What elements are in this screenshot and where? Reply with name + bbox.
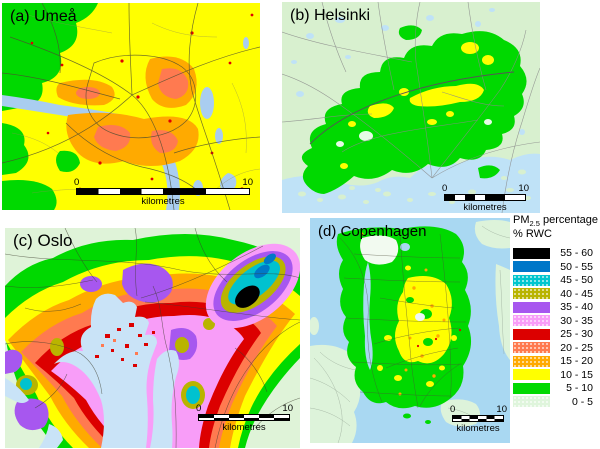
legend-swatch: [513, 261, 550, 273]
legend-swatch: [513, 369, 550, 381]
panel-d-title: (d) Copenhagen: [318, 223, 427, 240]
helsinki-map: [282, 2, 540, 213]
legend-label: 20 - 25: [560, 341, 593, 354]
legend-item: 55 - 60: [513, 246, 600, 260]
legend: PM2.5 percentage % RWC 55 - 60 50 - 55 4…: [513, 214, 600, 408]
legend-item: 35 - 40: [513, 300, 600, 314]
legend-label: 30 - 35: [560, 314, 593, 327]
oslo-teal-blobs: [20, 378, 200, 404]
legend-swatch: [513, 396, 550, 408]
scalebar-unit: kilometres: [222, 422, 266, 433]
umea-roads: [2, 3, 260, 210]
map-panel-copenhagen: (d) Copenhagen 0 10 kilometres: [310, 218, 510, 443]
legend-swatch: [513, 247, 550, 259]
legend-swatch: [513, 301, 550, 313]
oslo-island-specks: [95, 323, 155, 367]
helsinki-islands: [298, 169, 531, 204]
oslo-island-specks-coral: [101, 339, 138, 355]
scalebar-bar: [198, 414, 290, 421]
scalebar-labels: 0 10: [442, 183, 529, 194]
legend-label: 40 - 45: [560, 287, 593, 300]
legend-label: 55 - 60: [560, 247, 593, 260]
copenhagen-lake-esrum: [400, 243, 410, 251]
legend-title-rest: percentage: [539, 214, 599, 226]
helsinki-yellow-patches: [340, 42, 494, 169]
scalebar-labels: 0 10: [450, 404, 507, 415]
legend-item: 10 - 15: [513, 368, 600, 382]
map-panel-oslo: (c) Oslo 0 10 kilometres: [5, 228, 300, 448]
legend-swatch: [513, 288, 550, 300]
legend-label: 10 - 15: [560, 368, 593, 381]
legend-item: 45 - 50: [513, 273, 600, 287]
legend-title-line2: % RWC: [513, 228, 552, 241]
copenhagen-outside-roads: [310, 225, 510, 443]
scalebar-labels: 0 10: [196, 403, 293, 414]
copenhagen-roads: [339, 229, 467, 409]
legend-item: 5 - 10: [513, 381, 600, 395]
copenhagen-lake-white: [415, 313, 425, 321]
scalebar-unit: kilometres: [456, 423, 500, 434]
legend-title: PM2.5 percentage % RWC: [513, 214, 600, 241]
legend-item: 30 - 35: [513, 314, 600, 328]
panel-a-title: (a) Umeå: [10, 8, 77, 25]
panel-c-scalebar: 0 10 kilometres: [196, 403, 293, 433]
legend-item: 15 - 20: [513, 354, 600, 368]
map-panel-helsinki: (b) Helsinki 0 10 kilometres: [282, 2, 540, 213]
copenhagen-islets: [403, 413, 431, 424]
legend-item: 25 - 30: [513, 327, 600, 341]
oslo-northeast-hotspot: [205, 243, 300, 329]
panel-d-scalebar: 0 10 kilometres: [450, 404, 507, 434]
legend-title-subscript: 2.5: [529, 219, 540, 229]
helsinki-white-gaps: [336, 119, 492, 147]
legend-item: 0 - 5: [513, 395, 600, 409]
legend-swatch: [513, 328, 550, 340]
legend-title-pm: PM: [513, 214, 530, 226]
helsinki-roads: [282, 2, 540, 213]
panel-a-scalebar: 0 10 kilometres: [74, 177, 253, 207]
legend-item: 50 - 55: [513, 260, 600, 274]
scalebar-unit: kilometres: [141, 196, 185, 207]
legend-item: 20 - 25: [513, 341, 600, 355]
scalebar-bar: [76, 188, 250, 195]
oslo-map: [5, 228, 300, 448]
oslo-roads: [5, 228, 300, 448]
legend-label: 50 - 55: [560, 260, 593, 273]
copenhagen-map: [310, 218, 510, 443]
legend-swatch: [513, 274, 550, 286]
umea-coral-cores: [76, 68, 189, 153]
panel-b-scalebar: 0 10 kilometres: [442, 183, 529, 213]
scalebar-bar: [444, 194, 526, 201]
helsinki-ring-road: [309, 71, 515, 145]
helsinki-green-area: [301, 25, 527, 194]
legend-label: 0 - 5: [571, 395, 593, 408]
legend-swatch: [513, 315, 550, 327]
copenhagen-red-dots: [416, 328, 462, 348]
scalebar-labels: 0 10: [74, 177, 253, 188]
legend-swatch: [513, 342, 550, 354]
umea-green-areas: [2, 3, 98, 210]
map-panel-umea: (a) Umeå 0 10 kilometres: [2, 3, 260, 210]
scalebar-unit: kilometres: [463, 202, 507, 213]
legend-item: 40 - 45: [513, 287, 600, 301]
scalebar-bar: [452, 415, 504, 422]
legend-swatch: [513, 355, 550, 367]
legend-label: 35 - 40: [560, 301, 593, 314]
legend-items: 55 - 60 50 - 55 45 - 50 40 - 45 35 - 40 …: [513, 246, 600, 408]
copenhagen-lake-arresoe: [360, 235, 399, 265]
panel-c-title: (c) Oslo: [13, 231, 73, 250]
copenhagen-orange-dots: [360, 232, 446, 396]
legend-label: 45 - 50: [560, 274, 593, 287]
legend-label: 5 - 10: [566, 382, 593, 395]
legend-label: 25 - 30: [560, 328, 593, 341]
legend-label: 15 - 20: [560, 355, 593, 368]
panel-b-title: (b) Helsinki: [290, 7, 371, 24]
oslo-fjord-water: [5, 293, 179, 448]
legend-swatch: [513, 382, 550, 394]
umea-map: [2, 3, 260, 210]
